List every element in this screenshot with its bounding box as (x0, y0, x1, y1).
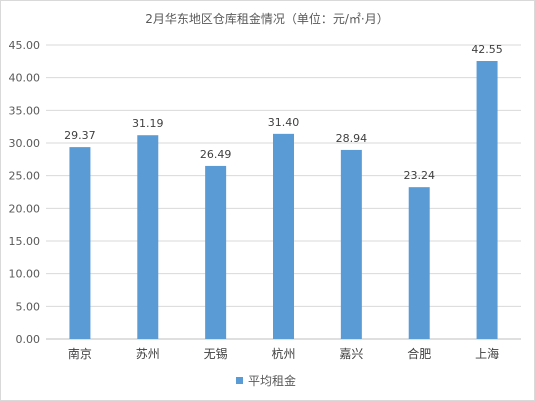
bars (69, 61, 498, 340)
y-tick-label: 40.00 (9, 72, 41, 85)
data-labels: 29.37 31.19 26.49 31.40 28.94 23.24 42.55 (64, 43, 503, 182)
bar (408, 187, 430, 339)
y-tick-label: 10.00 (9, 268, 41, 281)
bar (476, 61, 498, 340)
category-label: 苏州 (136, 347, 160, 361)
legend-label: 平均租金 (248, 373, 296, 388)
bar (273, 133, 294, 339)
y-tick-label: 35.00 (9, 104, 41, 117)
data-label: 29.37 (64, 129, 96, 142)
data-label: 31.40 (268, 116, 300, 129)
legend-swatch (236, 377, 243, 384)
chart-title: 2月华东地区仓库租金情况（单位：元/㎡·月） (145, 11, 389, 26)
y-tick-label: 45.00 (9, 39, 41, 52)
x-axis-categories: 南京 苏州 无锡 杭州 嘉兴 合肥 上海 (68, 346, 499, 361)
bar (69, 147, 91, 339)
bar (340, 149, 362, 339)
category-label: 嘉兴 (339, 347, 363, 361)
bar (137, 135, 159, 339)
y-tick-label: 30.00 (9, 137, 41, 150)
data-label: 31.19 (132, 117, 164, 130)
category-label: 南京 (68, 346, 92, 361)
category-label: 上海 (475, 346, 499, 361)
y-tick-label: 15.00 (9, 235, 41, 248)
category-label: 合肥 (407, 346, 431, 361)
data-label: 42.55 (471, 43, 503, 56)
y-tick-label: 25.00 (9, 170, 41, 183)
legend: 平均租金 (236, 373, 296, 388)
data-label: 26.49 (200, 148, 232, 161)
y-tick-label: 5.00 (16, 300, 41, 313)
bar (205, 165, 227, 339)
category-label: 无锡 (204, 346, 228, 361)
data-label: 28.94 (336, 132, 368, 145)
data-label: 23.24 (403, 169, 435, 182)
y-tick-label: 0.00 (16, 333, 41, 346)
category-label: 杭州 (271, 346, 295, 361)
y-tick-label: 20.00 (9, 202, 41, 215)
y-axis-ticks: 0.00 5.00 10.00 15.00 20.00 25.00 30.00 35.00 40… (9, 39, 41, 346)
